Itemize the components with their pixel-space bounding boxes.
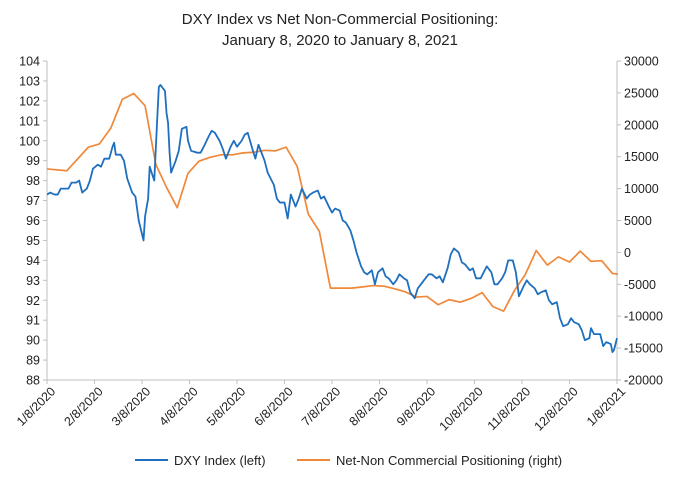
right-tick-label: 15000: [624, 150, 659, 164]
right-tick-label: 5000: [624, 214, 652, 228]
plot-area: 88 89 90 91 92 93 94 95 96 97 98 99 100 101 102 103 104 -…: [14, 55, 663, 434]
x-tick-label: 2/8/2020: [62, 384, 106, 428]
left-tick-label: 99: [26, 154, 40, 168]
right-tick-label: -5000: [624, 278, 656, 292]
left-tick-label: 101: [19, 114, 40, 128]
left-tick-label: 90: [26, 334, 40, 348]
x-tick-label: 5/8/2020: [204, 384, 248, 428]
legend: DXY Index (left) Net-Non Commercial Posi…: [135, 453, 562, 468]
right-tick-label: 0: [624, 246, 631, 260]
x-tick-label: 1/8/2021: [584, 384, 628, 428]
left-tick-label: 92: [26, 294, 40, 308]
right-tick-label: 25000: [624, 86, 659, 100]
left-tick-label: 89: [26, 354, 40, 368]
left-tick-label: 97: [26, 194, 40, 208]
left-tick-label: 96: [26, 214, 40, 228]
legend-label-dxy: DXY Index (left): [174, 453, 266, 468]
left-tick-label: 103: [19, 74, 40, 88]
right-tick-label: 20000: [624, 118, 659, 132]
left-tick-label: 104: [19, 55, 40, 69]
left-tick-label: 93: [26, 274, 40, 288]
right-tick-label: -10000: [624, 310, 663, 324]
right-tick-label: 30000: [624, 55, 659, 69]
x-tick-label: 8/8/2020: [347, 384, 391, 428]
right-tick-label: 10000: [624, 182, 659, 196]
x-tick-label: 7/8/2020: [299, 384, 343, 428]
x-tick-label: 6/8/2020: [252, 384, 296, 428]
x-tick-label: 4/8/2020: [157, 384, 201, 428]
left-tick-label: 98: [26, 174, 40, 188]
legend-label-positioning: Net-Non Commercial Positioning (right): [336, 453, 562, 468]
left-tick-label: 91: [26, 314, 40, 328]
x-tick-label: 9/8/2020: [394, 384, 438, 428]
left-tick-label: 100: [19, 134, 40, 148]
left-tick-label: 88: [26, 374, 40, 388]
x-tick-label: 12/8/2020: [532, 384, 581, 433]
chart-title-line2: January 8, 2020 to January 8, 2021: [222, 32, 458, 49]
series-line-positioning: [47, 92, 618, 312]
x-tick-label: 10/8/2020: [437, 384, 486, 433]
left-tick-label: 95: [26, 234, 40, 248]
x-tick-label: 11/8/2020: [485, 384, 534, 433]
left-tick-label: 102: [19, 94, 40, 108]
series-line-dxy: [47, 84, 618, 353]
x-tick-label: 3/8/2020: [109, 384, 153, 428]
left-tick-label: 94: [26, 254, 40, 268]
right-tick-label: -20000: [624, 374, 663, 388]
right-tick-label: -15000: [624, 342, 663, 356]
x-tick-label: 1/8/2020: [14, 384, 58, 428]
chart-title-line1: DXY Index vs Net Non-Commercial Position…: [182, 11, 499, 28]
